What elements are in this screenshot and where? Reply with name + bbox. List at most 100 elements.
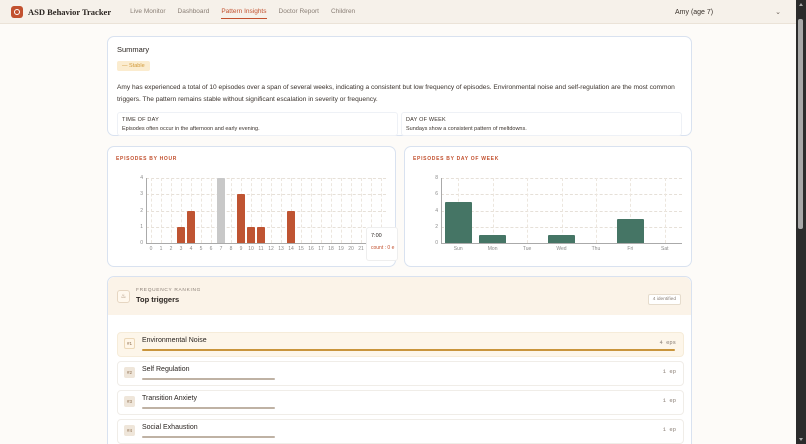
grid-line — [261, 178, 262, 243]
grid-line — [171, 178, 172, 243]
chart-bar[interactable] — [217, 178, 225, 243]
chart-bar[interactable] — [177, 226, 185, 243]
chart-bar[interactable] — [257, 226, 265, 243]
grid-line — [271, 178, 272, 243]
page-scrollbar[interactable] — [796, 0, 806, 444]
x-tick-label: 12 — [268, 246, 274, 252]
x-tick-label: 8 — [229, 246, 233, 252]
tooltip-value: count : 0 e — [371, 245, 395, 251]
y-axis — [441, 178, 442, 243]
y-tick-label: 1 — [140, 223, 143, 230]
grid-line — [351, 178, 352, 243]
rank-badge: #4 — [124, 425, 135, 436]
child-selector-value: Amy (age 7) — [675, 8, 714, 16]
x-tick-label: 4 — [189, 246, 193, 252]
grid-line — [301, 178, 302, 243]
x-tick-label: Thu — [591, 246, 601, 252]
episode-count: 1 ep — [662, 368, 676, 375]
grid-line — [492, 178, 494, 243]
insight-label: TIME OF DAY — [122, 117, 159, 123]
grid-line — [151, 178, 152, 243]
nav-dashboard[interactable]: Dashboard — [177, 8, 210, 15]
x-axis — [146, 243, 386, 244]
x-tick-label: 3 — [179, 246, 183, 252]
x-tick-label: 16 — [308, 246, 314, 252]
chart-bar[interactable] — [247, 226, 255, 243]
trigger-name: Social Exhaustion — [142, 424, 198, 431]
x-tick-label: Sun — [453, 246, 463, 252]
frequency-bar — [142, 378, 275, 380]
grid-line — [251, 178, 252, 243]
frequency-bar — [142, 436, 275, 438]
trigger-name: Environmental Noise — [142, 337, 207, 344]
x-tick-label: 20 — [348, 246, 354, 252]
chart-bar[interactable] — [444, 202, 472, 243]
trend-badge: — Stable — [117, 61, 150, 71]
grid-line — [231, 178, 232, 243]
grid-line — [595, 178, 597, 243]
insight-row: TIME OF DAY Episodes often occur in the … — [117, 112, 682, 136]
flame-icon: ♨ — [117, 289, 130, 303]
grid-line — [371, 178, 372, 243]
chart-title: EPISODES BY HOUR — [116, 156, 178, 162]
summary-title: Summary — [117, 45, 150, 54]
grid-line — [341, 178, 342, 243]
x-tick-label: 15 — [298, 246, 304, 252]
grid-line — [321, 178, 322, 243]
triggers-eyebrow: FREQUENCY RANKING — [136, 288, 202, 293]
rank-badge: #1 — [124, 338, 135, 349]
episodes-by-day-chart[interactable]: 0 2 4 6 8 Sun Mon Tue Wed Thu Fri Sat — [405, 147, 693, 268]
x-tick-label: 10 — [248, 246, 254, 252]
trigger-name: Transition Anxiety — [142, 395, 197, 402]
grid-line — [331, 178, 332, 243]
scroll-up-arrow-icon[interactable] — [799, 3, 803, 6]
top-triggers-card: ♨ FREQUENCY RANKING Top triggers 4 ident… — [107, 276, 692, 444]
chart-title: EPISODES BY DAY OF WEEK — [413, 156, 500, 162]
grid-line — [381, 178, 382, 243]
chart-bar[interactable] — [237, 194, 245, 243]
grid-line — [630, 178, 632, 243]
scroll-down-arrow-icon[interactable] — [799, 438, 803, 441]
y-axis — [146, 178, 147, 243]
trigger-row[interactable]: #2 Self Regulation 1 ep — [117, 361, 684, 386]
triggers-title: Top triggers — [136, 295, 180, 304]
rank-badge: #2 — [124, 367, 135, 378]
grid-line — [146, 194, 386, 196]
y-tick-label: 4 — [140, 175, 143, 181]
episodes-by-hour-chart[interactable]: 0123401234567891011121314151617181920212… — [108, 147, 397, 268]
nav-doctor-report[interactable]: Doctor Report — [278, 8, 319, 15]
y-tick-label: 6 — [435, 191, 438, 198]
x-tick-label: 2 — [169, 246, 173, 252]
top-nav-bar: ASD Behavior Tracker Live Monitor Dashbo… — [0, 0, 796, 24]
nav-children[interactable]: Children — [330, 8, 356, 15]
grid-line — [146, 210, 386, 212]
grid-line — [361, 178, 362, 243]
chart-bar[interactable] — [287, 210, 295, 243]
y-tick-label: 2 — [435, 223, 438, 230]
insight-time-of-day: TIME OF DAY Episodes often occur in the … — [117, 112, 398, 136]
chart-bar[interactable] — [479, 234, 507, 243]
chart-bar[interactable] — [616, 218, 644, 243]
nav-live-monitor[interactable]: Live Monitor — [130, 8, 166, 15]
scrollbar-thumb[interactable] — [798, 19, 803, 229]
x-tick-label: Wed — [556, 246, 567, 252]
trigger-row[interactable]: #1 Environmental Noise 4 eps — [117, 332, 684, 357]
x-tick-label: 14 — [288, 246, 294, 252]
grid-line — [281, 178, 282, 243]
trigger-row[interactable]: #4 Social Exhaustion 1 ep — [117, 419, 684, 444]
chart-bar[interactable] — [187, 210, 195, 243]
nav-pattern-insights[interactable]: Pattern Insights — [215, 0, 272, 24]
y-tick-label: 0 — [140, 240, 143, 246]
identified-count-badge: 4 identified — [647, 294, 681, 305]
child-selector[interactable]: Amy (age 7) ⌄ — [675, 0, 781, 24]
x-tick-label: Sat — [661, 246, 669, 252]
episode-count: 1 ep — [662, 426, 676, 433]
x-tick-label: Tue — [522, 246, 532, 252]
grid-line — [146, 226, 386, 228]
x-tick-label: 5 — [199, 246, 203, 252]
chart-bar[interactable] — [548, 234, 575, 243]
grid-line — [161, 178, 162, 243]
x-tick-label: 9 — [239, 246, 243, 252]
trigger-row[interactable]: #3 Transition Anxiety 1 ep — [117, 390, 684, 415]
grid-line — [211, 178, 212, 243]
